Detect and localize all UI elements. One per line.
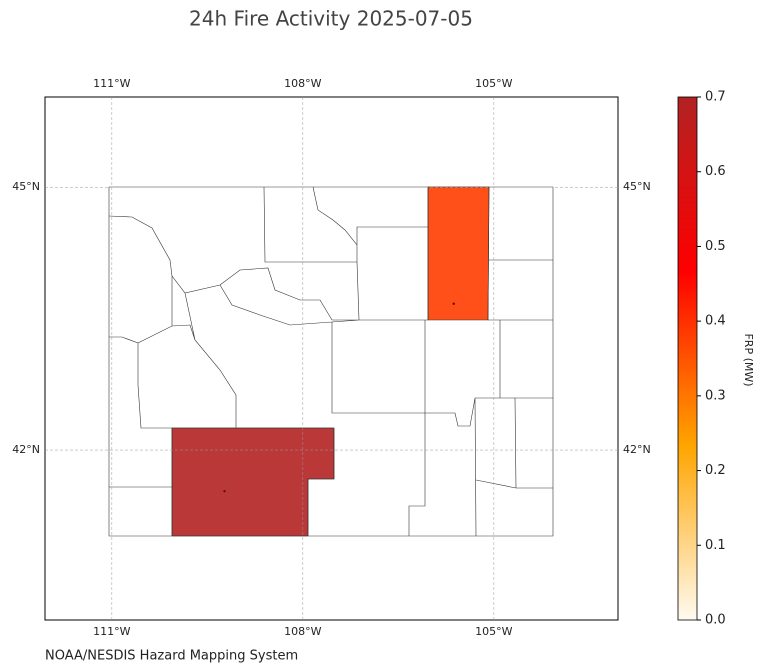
fire-points [223, 302, 455, 493]
source-note: NOAA/NESDIS Hazard Mapping System [45, 649, 298, 664]
y-tick-label: 42°N [12, 443, 40, 456]
x-tick-label: 108°W [284, 625, 321, 638]
x-tick-label: 105°W [475, 625, 512, 638]
map-frame [44, 96, 619, 621]
y-tick-label: 45°N [623, 180, 651, 193]
x-tick-label: 111°W [93, 77, 130, 90]
colorbar-tick-label: 0.5 [705, 239, 726, 254]
grid [45, 97, 618, 620]
y-tick-label: 42°N [623, 443, 651, 456]
chart-title: 24h Fire Activity 2025-07-05 [189, 7, 473, 31]
fire-point [452, 302, 455, 305]
colorbar-tick-label: 0.0 [705, 613, 726, 628]
county-line [108, 186, 553, 537]
x-tick-label: 108°W [284, 77, 321, 90]
x-tick-label: 111°W [93, 625, 130, 638]
fire-region [427, 186, 490, 321]
y-tick-label: 45°N [12, 180, 40, 193]
tick-labels: 111°W 111°W 108°W 108°W 105°W 105°W 45°N 45°N 42… [12, 77, 650, 638]
colorbar [677, 96, 698, 621]
fire-point [223, 490, 226, 493]
colorbar-tick-label: 0.3 [705, 388, 726, 403]
colorbar-tick-label: 0.2 [705, 463, 726, 478]
colorbar-tick-label: 0.4 [705, 314, 726, 329]
x-tick-label: 105°W [475, 77, 512, 90]
colorbar-tick-label: 0.1 [705, 538, 726, 553]
colorbar-tick-label: 0.7 [705, 90, 726, 105]
colorbar-label: FRP (MW) [742, 333, 755, 386]
colorbar-tick-label: 0.6 [705, 164, 726, 179]
